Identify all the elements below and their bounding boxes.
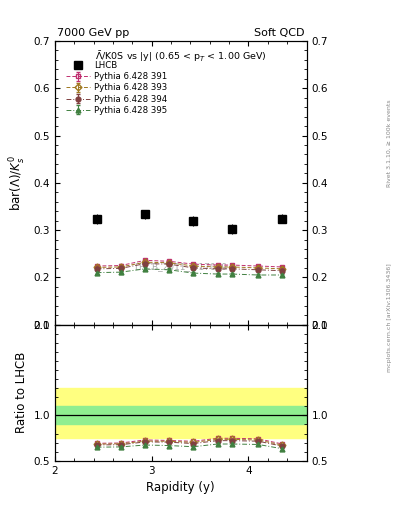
Y-axis label: Ratio to LHCB: Ratio to LHCB [15,352,28,433]
Bar [55,407,307,424]
Text: $\bar{\Lambda}$/K0S vs |y| (0.65 < p$_T$ < 1.00 GeV): $\bar{\Lambda}$/K0S vs |y| (0.65 < p$_T$… [95,50,266,65]
Y-axis label: bar($\Lambda$)/$K^0_s$: bar($\Lambda$)/$K^0_s$ [8,155,28,211]
Legend: LHCB, Pythia 6.428 391, Pythia 6.428 393, Pythia 6.428 394, Pythia 6.428 395: LHCB, Pythia 6.428 391, Pythia 6.428 393… [64,59,169,117]
Bar [55,388,307,438]
Text: mcplots.cern.ch [arXiv:1306.3436]: mcplots.cern.ch [arXiv:1306.3436] [387,263,392,372]
Text: Soft QCD: Soft QCD [254,28,305,38]
Text: Rivet 3.1.10, ≥ 100k events: Rivet 3.1.10, ≥ 100k events [387,99,392,187]
Text: LHCB_2011_I917009: LHCB_2011_I917009 [134,262,227,271]
X-axis label: Rapidity (y): Rapidity (y) [147,481,215,494]
Text: 7000 GeV pp: 7000 GeV pp [57,28,129,38]
